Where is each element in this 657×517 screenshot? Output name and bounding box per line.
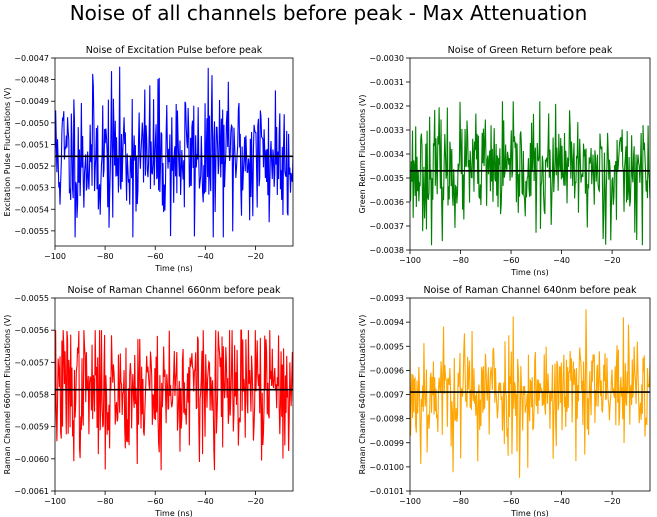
y-tick-label: −0.0096 [369, 366, 404, 375]
y-tick-label: −0.0100 [369, 463, 404, 472]
y-tick-label: −0.0034 [369, 150, 404, 159]
y-tick-label: −0.0038 [369, 246, 404, 255]
y-axis-label: Green Return Fluctuations (V) [358, 94, 367, 213]
series-line-1 [55, 66, 293, 238]
x-tick-label: −100 [399, 497, 421, 506]
y-tick-label: −0.0060 [14, 455, 49, 464]
x-tick-label: −100 [44, 252, 66, 261]
y-tick-label: −0.0057 [14, 358, 49, 367]
subplot-title: Noise of Raman Channel 660nm before peak [67, 285, 281, 296]
subplot-4: −100 −80 −60 −40 −20 −0.0093 −0.0094 −0.0095 −0.… [358, 285, 651, 517]
y-tick-label: −0.0059 [14, 423, 49, 432]
x-tick-label: −80 [452, 256, 469, 265]
y-tick-label: −0.0058 [14, 391, 49, 400]
y-tick-label: −0.0051 [14, 140, 49, 149]
axes-frame [54, 57, 294, 247]
x-tick-label: −80 [97, 252, 114, 261]
y-axis-label: Excitation Pulse Fluctuations (V) [3, 88, 12, 217]
subplot-title: Noise of Raman Channel 640nm before peak [423, 285, 637, 296]
x-tick-label: −80 [452, 497, 469, 506]
x-axis-label: Time (ns) [154, 509, 193, 517]
y-tick-label: −0.0030 [369, 54, 404, 63]
y-tick-label: −0.0052 [14, 162, 49, 171]
y-tick-label: −0.0097 [369, 391, 404, 400]
y-tick-label: −0.0032 [369, 102, 404, 111]
y-tick-label: −0.0047 [14, 54, 49, 63]
y-tick-label: −0.0050 [14, 119, 49, 128]
y-tick-label: −0.0031 [369, 78, 404, 87]
x-tick-label: −100 [399, 256, 421, 265]
y-tick-label: −0.0053 [14, 184, 49, 193]
y-tick-label: −0.0036 [369, 198, 404, 207]
y-tick-label: −0.0056 [14, 326, 49, 335]
subplot-1: −100 −80 −60 −40 −20 −0.0047 −0.0048 −0.0049 −0.… [3, 45, 294, 273]
y-tick-label: −0.0054 [14, 205, 49, 214]
y-tick-label: −0.0055 [14, 227, 49, 236]
x-tick-label: −60 [147, 497, 164, 506]
figure-title: Noise of all channels before peak - Max … [69, 1, 588, 25]
series-line-1 [410, 101, 650, 246]
y-tick-label: −0.0098 [369, 415, 404, 424]
x-axis-label: Time (ns) [510, 268, 549, 277]
x-tick-label: −100 [44, 497, 66, 506]
subplot-title: Noise of Green Return before peak [448, 45, 613, 56]
subplot-2: −100 −80 −60 −40 −20 −0.0030 −0.0031 −0.0032 −0.… [358, 45, 651, 277]
y-tick-label: −0.0055 [14, 294, 49, 303]
x-axis-label: Time (ns) [154, 264, 193, 273]
x-tick-label: −80 [97, 497, 114, 506]
y-tick-label: −0.0095 [369, 342, 404, 351]
subplot-title: Noise of Excitation Pulse before peak [86, 45, 263, 56]
y-axis-label: Raman Channel 640nm Fluctuations (V) [358, 315, 367, 475]
x-axis-label: Time (ns) [510, 509, 549, 517]
y-tick-label: −0.0049 [14, 97, 49, 106]
y-tick-label: −0.0101 [369, 487, 404, 496]
x-tick-label: −20 [604, 497, 621, 506]
x-tick-label: −40 [197, 252, 214, 261]
subplot-3: −100 −80 −60 −40 −20 −0.0055 −0.0056 −0.0057 −0.… [3, 285, 294, 517]
y-tick-label: −0.0037 [369, 222, 404, 231]
series-line-1 [55, 329, 293, 471]
y-tick-label: −0.0094 [369, 318, 404, 327]
x-tick-label: −20 [247, 497, 264, 506]
series-line-1 [410, 309, 650, 478]
x-tick-label: −60 [503, 497, 520, 506]
y-tick-label: −0.0099 [369, 439, 404, 448]
x-tick-label: −40 [553, 256, 570, 265]
x-tick-label: −60 [147, 252, 164, 261]
x-tick-label: −60 [503, 256, 520, 265]
x-tick-label: −20 [247, 252, 264, 261]
x-tick-label: −20 [604, 256, 621, 265]
y-tick-label: −0.0048 [14, 76, 49, 85]
x-tick-label: −40 [553, 497, 570, 506]
y-tick-label: −0.0035 [369, 174, 404, 183]
y-tick-label: −0.0093 [369, 294, 404, 303]
x-tick-label: −40 [197, 497, 214, 506]
y-axis-label: Raman Channel 660nm Fluctuations (V) [3, 315, 12, 475]
y-tick-label: −0.0061 [14, 487, 49, 496]
y-tick-label: −0.0033 [369, 126, 404, 135]
